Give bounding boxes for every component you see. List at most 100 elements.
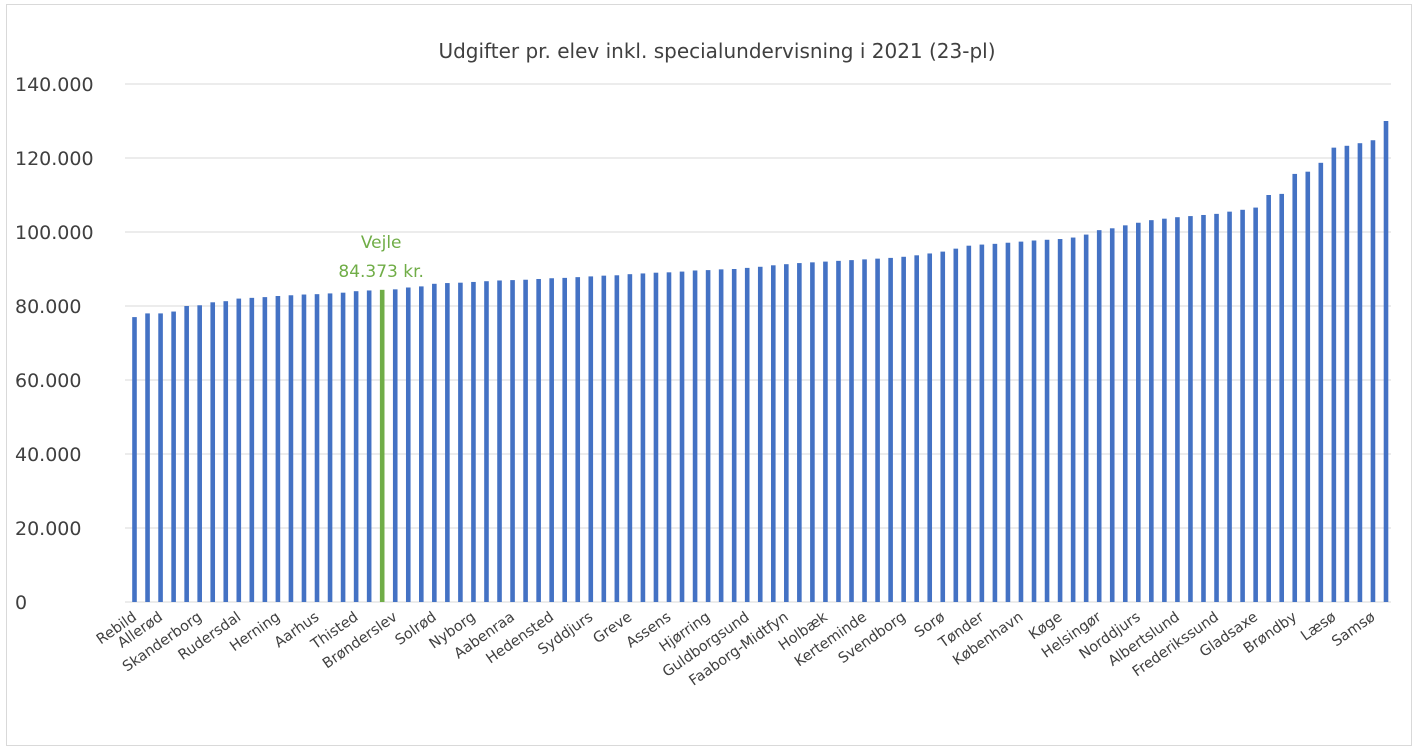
bar — [705, 270, 711, 602]
bar — [1109, 228, 1115, 603]
bar — [849, 260, 854, 602]
bar-highlight — [379, 289, 385, 602]
bar — [940, 251, 946, 603]
bar — [510, 280, 515, 602]
y-tick-label: 120.000 — [15, 148, 94, 170]
bar — [497, 280, 502, 602]
bar — [184, 306, 189, 602]
bar — [901, 256, 906, 602]
bar — [614, 275, 620, 602]
bar — [1240, 209, 1245, 603]
bar — [314, 294, 320, 602]
bar — [1318, 162, 1324, 602]
bar — [1370, 140, 1376, 603]
bar — [679, 271, 685, 602]
bar — [1188, 216, 1193, 602]
bars — [132, 121, 1389, 603]
bar — [145, 313, 150, 602]
bar — [288, 295, 294, 602]
annotations: Vejle 84.373 kr. — [338, 233, 424, 282]
bar — [1201, 214, 1206, 603]
bar — [158, 313, 163, 602]
bar — [1070, 237, 1076, 603]
bar — [653, 272, 659, 602]
bar — [914, 255, 919, 602]
bar — [770, 265, 776, 602]
bar — [1253, 207, 1258, 602]
bar — [953, 248, 959, 602]
bar — [875, 258, 880, 602]
bar — [445, 283, 450, 602]
bar — [718, 269, 724, 602]
bar — [1122, 225, 1128, 602]
bar — [966, 245, 972, 602]
bar — [784, 264, 789, 602]
bar — [601, 275, 607, 602]
bar — [1357, 143, 1363, 602]
annotation-label: Vejle — [361, 233, 402, 253]
bar — [1057, 239, 1063, 602]
bar — [1331, 147, 1337, 602]
bar — [1344, 145, 1350, 603]
bar — [1214, 213, 1219, 602]
bar — [458, 282, 463, 602]
bar — [862, 259, 867, 602]
bar — [549, 278, 554, 602]
bar — [327, 293, 333, 602]
bar — [744, 267, 750, 602]
bar — [1096, 230, 1102, 602]
bar — [666, 272, 672, 602]
bar — [810, 262, 815, 602]
bar — [523, 279, 528, 602]
bar — [223, 301, 229, 602]
bar — [640, 273, 646, 602]
bar — [1266, 195, 1271, 602]
y-axis-tick-labels: 0 20.000 40.000 60.000 80.000 100.000 120.000 1… — [15, 74, 94, 614]
bar — [132, 317, 137, 602]
bar — [1292, 173, 1298, 602]
bar — [366, 290, 372, 602]
y-tick-label: 60.000 — [15, 370, 81, 392]
bar — [1279, 193, 1285, 602]
bar — [927, 253, 933, 602]
bar — [301, 294, 307, 602]
bar — [757, 266, 763, 602]
bar — [536, 278, 541, 602]
bar — [249, 297, 255, 602]
y-tick-label: 0 — [15, 592, 27, 614]
y-tick-label: 20.000 — [15, 518, 81, 540]
bar — [823, 261, 828, 602]
bar — [419, 286, 424, 602]
bar — [210, 302, 216, 602]
bar — [797, 263, 802, 602]
bar — [340, 292, 346, 602]
bar — [1162, 218, 1167, 602]
bar — [1383, 121, 1389, 602]
bar — [575, 277, 581, 602]
bar — [1136, 222, 1141, 602]
bar — [979, 244, 985, 602]
annotation-value: 84.373 kr. — [338, 262, 424, 282]
y-tick-label: 80.000 — [15, 296, 81, 318]
bar — [236, 298, 242, 602]
bar — [1005, 242, 1011, 603]
y-tick-label: 40.000 — [15, 444, 81, 466]
y-tick-label: 140.000 — [15, 74, 94, 96]
bar — [888, 257, 893, 602]
bar — [471, 281, 476, 602]
bar — [432, 283, 437, 602]
bar-chart: Udgifter pr. elev inkl. specialundervisn… — [15, 39, 1391, 690]
bar — [405, 287, 411, 602]
bar — [353, 291, 359, 602]
bar — [1018, 241, 1024, 602]
bar — [731, 269, 737, 602]
bar — [1083, 234, 1089, 602]
bar — [484, 281, 489, 602]
bar — [197, 305, 202, 602]
bar — [1175, 217, 1180, 602]
bar — [992, 243, 998, 602]
bar — [836, 260, 841, 602]
x-axis-tick-labels: RebildAllerødSkanderborgRudersdalHerning… — [94, 609, 1378, 690]
bar — [692, 270, 698, 602]
bar — [1031, 240, 1037, 602]
